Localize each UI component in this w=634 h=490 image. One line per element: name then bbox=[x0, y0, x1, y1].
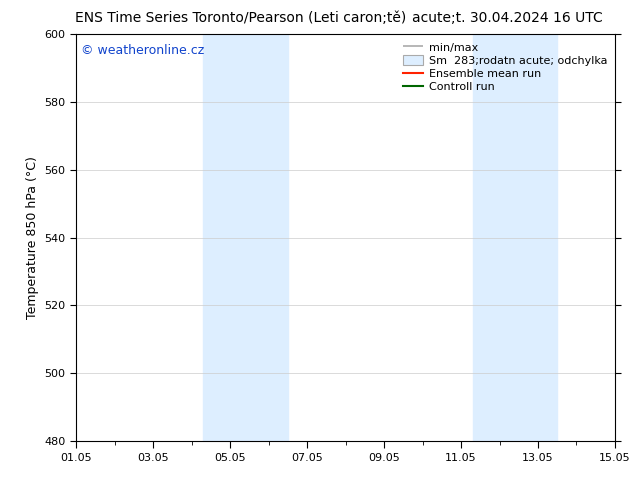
Text: © weatheronline.cz: © weatheronline.cz bbox=[81, 45, 205, 57]
Y-axis label: Temperature 850 hPa (°C): Temperature 850 hPa (°C) bbox=[26, 156, 39, 319]
Bar bbox=[472, 34, 557, 441]
Legend: min/max, Sm  283;rodatn acute; odchylka, Ensemble mean run, Controll run: min/max, Sm 283;rodatn acute; odchylka, … bbox=[401, 40, 609, 95]
Text: ENS Time Series Toronto/Pearson (Leti caron;tě): ENS Time Series Toronto/Pearson (Leti ca… bbox=[75, 11, 406, 25]
Bar bbox=[203, 34, 288, 441]
Text: acute;t. 30.04.2024 16 UTC: acute;t. 30.04.2024 16 UTC bbox=[412, 11, 602, 25]
